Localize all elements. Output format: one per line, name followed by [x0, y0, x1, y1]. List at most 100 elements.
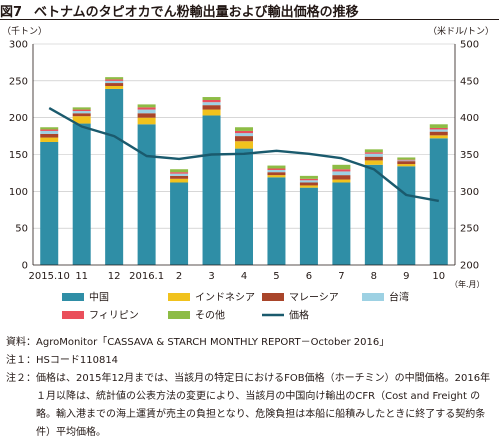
note-2: 注２： 価格は、2015年12月までは、当該月の特定日におけるFOB価格（ホーチ… [6, 370, 496, 442]
x-tick-label: 5 [273, 271, 279, 282]
bar-segment-china [429, 138, 448, 265]
legend-label-taiwan: 台湾 [389, 291, 409, 304]
bar-segment-philippines [72, 109, 91, 112]
bar-segment-china [332, 182, 351, 265]
bar-segment-indonesia [137, 117, 156, 125]
x-tick-label: 9 [403, 271, 409, 282]
bar-segment-malaysia [170, 175, 189, 179]
legend-swatch-taiwan [362, 293, 384, 301]
bar-segment-philippines [397, 159, 416, 161]
bar-segment-taiwan [72, 111, 91, 114]
bar-segment-philippines [40, 129, 59, 131]
legend-label-malaysia: マレーシア [289, 293, 339, 304]
legend-swatch-others [168, 311, 190, 319]
bar-segment-others [299, 175, 318, 179]
y-right-ticks: 200 250 300 350 400 450 500 [460, 40, 479, 272]
bar-segment-malaysia [202, 105, 221, 110]
notes: 資料： AgroMonitor「CASSAVA & STARCH MONTHLY… [6, 334, 496, 442]
figure-number: 図7 [0, 5, 23, 20]
bar-segment-malaysia [235, 136, 253, 142]
figure-title: 図7 ベトナムのタピオカでん粉輸出量および輸出価格の推移 [0, 1, 499, 20]
bar-segment-indonesia [40, 137, 59, 142]
bar-segment-malaysia [299, 182, 318, 186]
bar-segment-china [40, 141, 59, 265]
x-tick-label: 6 [306, 271, 312, 282]
bar-segment-taiwan [235, 133, 253, 137]
x-tick-label: 4 [241, 271, 247, 282]
bar-segment-taiwan [429, 129, 448, 132]
bar-segment-indonesia [105, 85, 124, 89]
bar-segment-malaysia [332, 175, 351, 180]
bar-segment-malaysia [105, 83, 124, 86]
bar-segment-china [137, 124, 156, 266]
bar-segment-china [267, 177, 286, 265]
note-source-label: 資料： [6, 337, 36, 348]
y-left-tick-label: 150 [9, 150, 28, 161]
y-left-tick-label: 300 [9, 40, 28, 51]
bar-segment-philippines [364, 152, 383, 154]
y-right-tick-label: 200 [460, 261, 479, 272]
y-left-tick-label: 0 [22, 261, 28, 272]
x-tick-label: 2016.1 [129, 271, 164, 282]
y-left-axis-label: （千トン） [2, 26, 47, 37]
bar-segment-taiwan [202, 102, 221, 106]
note-2-label: 注２： [6, 373, 36, 384]
bar-segment-indonesia [397, 164, 416, 167]
legend-swatch-malaysia [262, 293, 284, 301]
legend-label-philippines: フィリピン [89, 310, 139, 322]
legend-label-indonesia: インドネシア [195, 292, 255, 304]
figure-title-text: ベトナムのタピオカでん粉輸出量および輸出価格の推移 [34, 5, 359, 20]
bar-segment-malaysia [267, 172, 286, 176]
price-line [48, 107, 440, 203]
bar-segment-indonesia [170, 178, 189, 183]
note-source: 資料： AgroMonitor「CASSAVA & STARCH MONTHLY… [6, 334, 496, 352]
y-right-tick-label: 300 [460, 187, 479, 198]
x-tick-label: 2015.10 [29, 271, 70, 282]
bar-segment-indonesia [267, 175, 286, 178]
legend-swatch-philippines [62, 311, 84, 319]
bar-segment-philippines [202, 99, 221, 103]
x-axis-unit-label: （年.月） [450, 279, 485, 289]
bar-segment-taiwan [267, 169, 286, 173]
y-right-tick-label: 400 [460, 113, 479, 124]
y-left-tick-label: 200 [9, 113, 28, 124]
bar-segment-taiwan [105, 80, 124, 84]
bar-segment-china [299, 187, 318, 265]
bar-segment-philippines [299, 178, 318, 181]
bar-segment-malaysia [397, 161, 416, 165]
legend-label-price: 価格 [289, 309, 309, 322]
bar-segment-taiwan [40, 130, 59, 134]
bar-segment-china [202, 115, 221, 265]
bar-segment-malaysia [429, 131, 448, 136]
note-1: 注１： HSコード110814 [6, 352, 496, 370]
y-left-ticks: 0 50 100 150 200 250 300 [9, 40, 28, 272]
bar-segment-indonesia [332, 179, 351, 183]
x-tick-labels: 2015.10 11 12 2016.1 2 3 4 5 6 7 8 9 10 [29, 271, 446, 282]
bar-segment-indonesia [299, 185, 318, 188]
x-tick-label: 8 [371, 271, 377, 282]
x-tick-label: 2 [176, 271, 182, 282]
bar-segment-malaysia [72, 113, 91, 117]
legend-label-china: 中国 [89, 291, 109, 304]
bar-segment-taiwan [364, 153, 383, 157]
legend-swatch-china [62, 293, 84, 301]
bar-segment-indonesia [429, 135, 448, 139]
bar-segment-others [72, 107, 91, 110]
bar-segment-philippines [105, 79, 124, 81]
bar-segment-others [397, 157, 416, 160]
bar-segment-taiwan [332, 171, 351, 176]
bar-segment-china [105, 88, 124, 265]
y-left-tick-label: 100 [9, 187, 28, 198]
legend-label-others: その他 [195, 309, 225, 322]
bar-segment-philippines [235, 130, 253, 134]
bar-segment-others [40, 127, 59, 130]
bar-segment-china [397, 166, 416, 265]
bar-segment-philippines [170, 172, 189, 174]
y-right-tick-label: 500 [460, 40, 479, 51]
bar-segment-philippines [137, 107, 156, 110]
bar-segment-philippines [267, 168, 286, 170]
bar-segment-others [105, 77, 124, 80]
note-1-label: 注１： [6, 355, 36, 366]
bar-segment-taiwan [170, 173, 189, 176]
